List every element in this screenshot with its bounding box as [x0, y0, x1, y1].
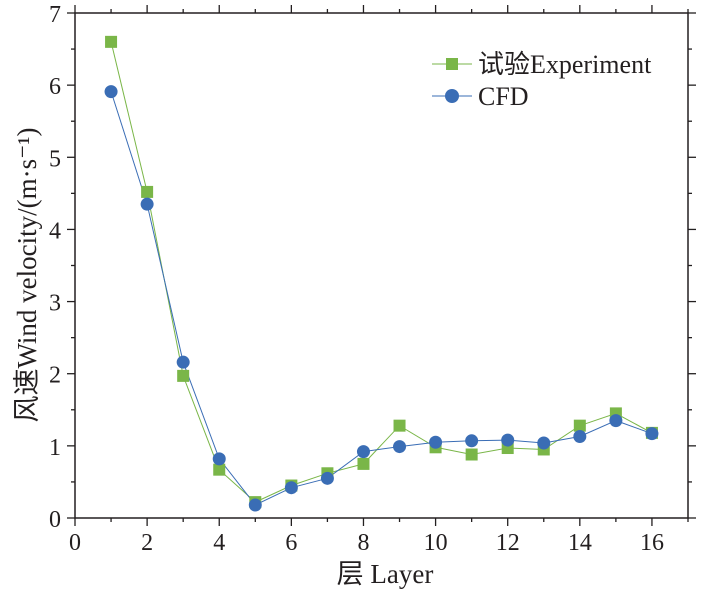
data-point-cfd	[356, 445, 370, 459]
data-point-cfd	[104, 85, 118, 99]
data-point-experiment	[357, 457, 370, 470]
data-point-experiment	[465, 448, 478, 461]
data-point-cfd	[320, 471, 334, 485]
data-point-cfd	[501, 433, 515, 447]
data-point-experiment	[393, 419, 406, 432]
data-point-cfd	[609, 414, 623, 428]
x-tick-label: 0	[69, 530, 81, 556]
y-tick-label: 7	[49, 2, 61, 28]
data-point-cfd	[537, 436, 551, 450]
legend-label-experiment: 试验Experiment	[478, 50, 652, 79]
x-tick-label: 6	[285, 530, 297, 556]
data-point-cfd	[176, 355, 190, 369]
data-point-cfd	[429, 435, 443, 449]
legend-label-cfd: CFD	[478, 82, 529, 111]
data-point-cfd	[645, 427, 659, 441]
series-line-experiment	[110, 41, 653, 503]
y-tick-label: 0	[49, 507, 61, 533]
x-tick-label: 8	[357, 530, 369, 556]
y-tick-label: 2	[49, 363, 61, 389]
x-axis-title: 层 Layer	[337, 559, 434, 589]
data-point-cfd	[248, 498, 262, 512]
data-point-experiment	[573, 419, 586, 432]
y-tick-label: 3	[49, 291, 61, 317]
data-point-experiment	[177, 369, 190, 382]
series-line-cfd	[110, 91, 653, 506]
legend-marker-cfd	[445, 89, 459, 103]
y-axis-title: 风速Wind velocity/(m·s⁻¹)	[12, 128, 42, 423]
x-tick-label: 16	[640, 530, 664, 556]
x-tick-label: 10	[424, 530, 448, 556]
data-point-experiment	[141, 185, 154, 198]
legend-marker-experiment	[446, 58, 458, 70]
x-tick-label: 4	[213, 530, 225, 556]
x-tick-label: 2	[141, 530, 153, 556]
y-tick-label: 1	[49, 435, 61, 461]
y-tick-label: 5	[49, 146, 61, 172]
data-point-cfd	[573, 429, 587, 443]
series-layer	[104, 35, 659, 512]
y-tick-label: 6	[49, 74, 61, 100]
data-point-cfd	[284, 481, 298, 495]
legend: 试验Experiment CFD	[432, 50, 652, 111]
x-tick-label: 12	[496, 530, 520, 556]
y-tick-label: 4	[49, 218, 61, 244]
data-point-cfd	[212, 452, 226, 466]
data-point-cfd	[465, 434, 479, 448]
data-point-experiment	[105, 35, 118, 48]
plot-frame	[74, 12, 689, 519]
data-point-cfd	[393, 440, 407, 454]
x-tick-label: 14	[568, 530, 592, 556]
data-point-experiment	[213, 463, 226, 476]
data-point-cfd	[140, 197, 154, 211]
